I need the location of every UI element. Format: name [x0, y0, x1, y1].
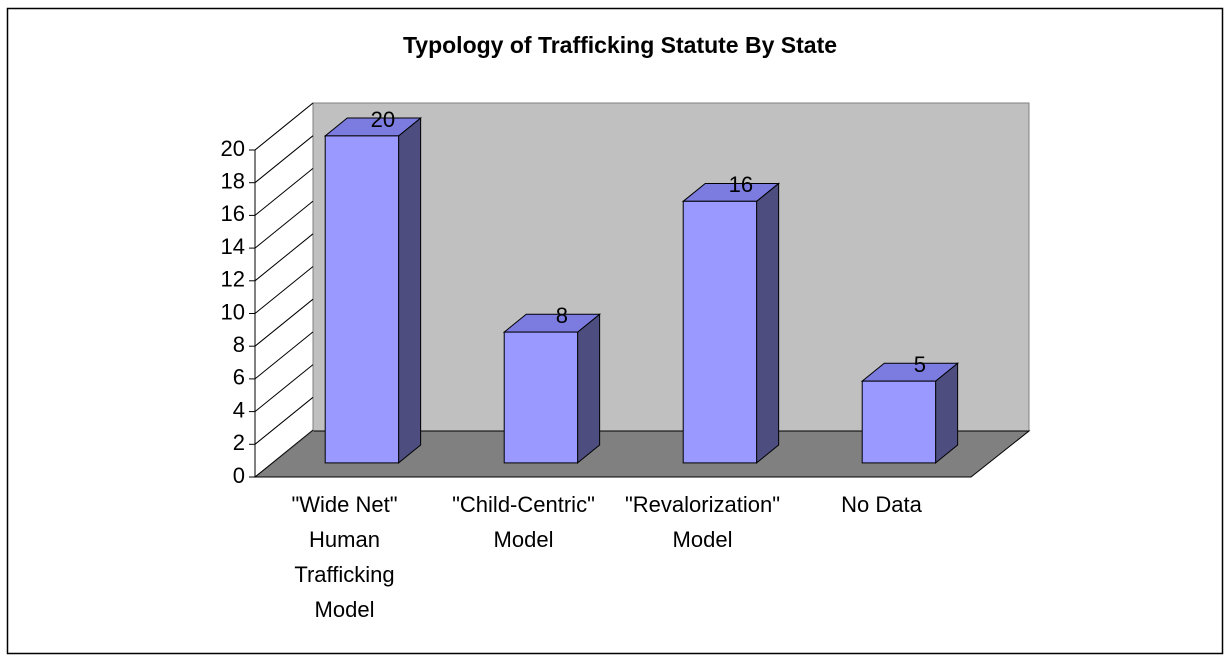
grid-line — [254, 266, 314, 314]
value-label: 20 — [371, 107, 395, 132]
bar-side — [577, 313, 601, 464]
y-tick-label: 8 — [233, 332, 245, 357]
y-tick-label: 12 — [221, 267, 245, 292]
grid-line — [254, 200, 314, 249]
value-label: 8 — [556, 303, 568, 328]
grid-line — [254, 429, 314, 478]
y-tick-label: 18 — [221, 169, 245, 194]
grid-line — [254, 102, 314, 151]
y-tick-label: 4 — [233, 397, 245, 422]
bar — [324, 135, 400, 464]
bar — [503, 331, 579, 464]
grid-line — [254, 331, 314, 380]
grid-line — [254, 298, 314, 347]
x-tick-label: No Data — [841, 492, 922, 517]
x-tick-label: "Child-Centric" Model — [452, 492, 595, 552]
x-tick-label: "Revalorization" Model — [625, 492, 780, 552]
chart-title: Typology of Trafficking Statute By State — [403, 32, 837, 58]
bar-side — [398, 116, 422, 464]
y-tick-label: 20 — [221, 136, 245, 161]
y-tick-label: 16 — [221, 201, 245, 226]
grid-line — [254, 233, 314, 282]
grid-line — [254, 396, 314, 445]
bar — [861, 380, 937, 464]
bar-side — [756, 182, 780, 464]
bar — [682, 200, 758, 464]
y-tick-label: 10 — [221, 299, 245, 324]
y-tick-label: 2 — [233, 430, 245, 455]
y-tick-label: 14 — [221, 234, 245, 259]
grid-line — [254, 135, 314, 184]
y-tick-label: 0 — [233, 463, 245, 488]
x-tick-label: "Wide Net" Human Trafficking Model — [291, 492, 397, 622]
value-label: 16 — [729, 172, 753, 197]
grid-line — [254, 168, 314, 216]
y-tick-label: 6 — [233, 365, 245, 390]
value-label: 5 — [914, 352, 926, 377]
grid-line — [254, 364, 314, 412]
